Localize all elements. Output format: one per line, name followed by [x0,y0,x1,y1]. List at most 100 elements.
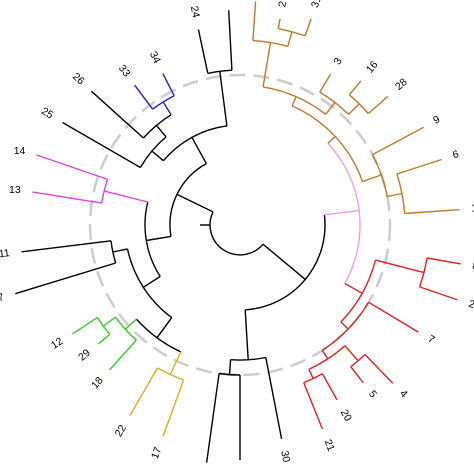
tip-label-6: 6 [451,148,460,161]
branch-tip-32 [228,10,233,71]
node-0-0-arc [327,142,361,284]
tip-label-25: 25 [39,105,55,121]
node-1-1-0-1-1-arc [152,95,175,110]
tip-label-30: 30 [278,450,292,464]
branch-tip-11 [21,240,112,253]
branch-tip-27 [15,262,116,295]
branch-tip-25 [62,121,141,169]
tip-label-21: 21 [322,438,338,453]
branch-tip-21 [303,382,324,430]
node-1-1-arc [162,125,227,162]
node-arc [209,211,264,256]
branch-tip-30 [265,357,283,440]
node-0-0-0-0-1-child-1 [348,103,360,115]
branch-tip-6 [396,158,442,175]
node-0-0-1-1-1-child-0 [344,345,359,362]
node-0-0-child-0 [327,135,336,144]
branch-tip-3 [319,73,332,93]
node-0-0-1-1-arc [321,301,370,351]
branch-tip-15 [404,209,460,215]
tip-label-3: 3 [331,56,344,67]
node-1-0-0-0-child-1 [124,318,137,330]
node-0-1-child-1 [228,359,232,375]
branch-tip-28 [367,95,389,115]
branch-tip-8 [426,257,461,265]
tip-label-28: 28 [393,76,410,93]
node-0-0-0-1-child-1 [387,192,403,198]
node-0-0-1-1-1-child-1 [308,369,314,379]
node-child-1 [176,193,214,213]
branch-tip-24 [197,29,209,74]
branch-tip-20 [321,373,338,401]
tip-label-7: 7 [426,333,437,346]
node-0-0-1-1-1-0-arc [350,353,366,368]
node-0-0-1-child-1 [340,321,349,330]
node-1-1-0-child-1 [155,124,167,138]
branch-tip-33 [134,84,154,110]
node-1-0-0-0-0-arc [157,367,184,381]
node-1-0-child-0 [142,275,161,288]
node-1-0-0-child-0 [156,317,173,339]
tip-label-31: 31 [309,0,324,9]
node-1-0-child-1 [104,190,148,203]
tip-label-4: 4 [397,388,410,401]
branch-tip-16 [348,80,362,96]
node-1-0-0-0-child-0 [169,351,182,375]
tip-label-17: 17 [149,445,164,460]
node-0-0-child-1 [344,282,363,294]
branch-tip-14 [36,154,108,181]
tip-label-16: 16 [364,59,381,76]
tip-label-27: 27 [0,291,6,306]
node-0-0-0-0-0-1-arc [278,28,306,37]
tip-label-13: 13 [9,184,21,196]
node-1-arc [169,162,207,237]
branch-tip-7 [368,301,419,333]
node-0-0-1-1-1-1-arc [303,373,323,384]
node-1-1-0-arc [139,136,167,168]
tip-label-18: 18 [89,375,106,392]
tip-label-9: 9 [431,113,442,126]
branch-tip-18 [108,339,137,371]
branch-tip-4 [364,354,394,384]
branch-tip-13 [32,191,102,204]
node-0-0-1-arc [340,259,377,323]
node-1-1-0-1-arc [142,114,172,139]
node-1-child-0 [146,235,172,242]
branch-tip-29 [97,333,111,345]
node-1-0-0-arc [126,248,173,319]
tip-label-23: 23 [467,298,474,313]
node-0-0-0-1-arc [371,154,388,197]
tip-label-11: 11 [0,247,11,260]
node-1-child-1 [191,136,207,164]
node-1-0-0-0-arc [135,318,182,353]
node-0-0-1-child-0 [375,259,425,274]
tip-label-29: 29 [76,347,93,364]
node-1-0-0-0-1-child-1 [102,316,116,327]
node-0-0-0-arc [291,105,364,182]
node-0-0-0-0-child-1 [325,101,336,115]
tip-label-15: 15 [471,202,474,215]
node-1-0-0-child-1 [112,248,128,253]
branch-tip-12 [71,317,98,335]
branch-tip-23 [419,286,458,301]
node-0-0-1-1-child-1 [321,350,329,360]
tip-label-12: 12 [49,335,65,352]
node-0-child-1 [244,309,249,360]
node-0-0-0-child-0 [291,96,297,107]
branch-group [15,1,461,463]
node-child-0 [262,243,306,280]
branch-tip-17 [162,379,185,437]
branch-tip-2 [277,18,281,29]
node-0-0-1-1-1-arc [308,345,346,371]
node-0-0-0-0-0-child-1 [287,31,293,47]
node-0-0-0-0-child-0 [262,42,272,88]
node-1-1-child-1 [219,71,228,126]
node-0-0-0-0-1-arc [319,91,350,115]
node-0-0-0-child-1 [362,174,382,183]
branch-tip-31 [304,18,312,37]
guide-circle [88,73,392,377]
tip-label-33: 33 [116,63,133,80]
branch-tip-26 [90,90,144,139]
